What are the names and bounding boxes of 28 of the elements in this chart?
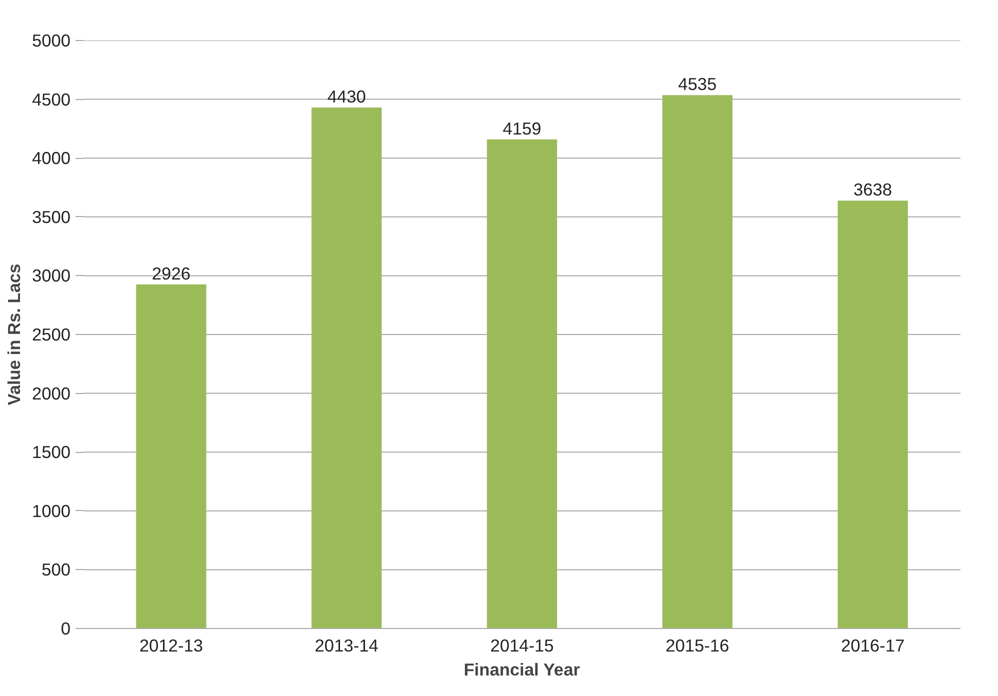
bar — [838, 200, 908, 628]
x-axis-title: Financial Year — [464, 660, 580, 680]
x-tick-label: 2016-17 — [841, 636, 905, 656]
bar — [136, 284, 206, 628]
y-tick-label: 3000 — [32, 266, 71, 286]
data-label: 2926 — [152, 263, 190, 284]
y-axis-title: Value in Rs. Lacs — [4, 264, 24, 406]
data-label: 3638 — [854, 180, 892, 200]
data-label: 4159 — [502, 118, 542, 138]
y-tick-label: 4000 — [32, 148, 71, 168]
y-tick-label: 500 — [42, 560, 71, 580]
bar — [662, 95, 732, 628]
y-tick-label: 2500 — [32, 324, 71, 344]
y-tick-label: 3500 — [32, 206, 71, 227]
x-tick-label: 2012-13 — [139, 636, 203, 656]
y-tick-label: 1000 — [32, 500, 71, 521]
x-tick-label: 2014-15 — [490, 636, 554, 656]
y-tick-label: 5000 — [32, 30, 71, 50]
bar — [486, 139, 558, 628]
data-label: 4535 — [678, 74, 717, 94]
y-tick-label: 0 — [60, 618, 71, 638]
x-tick-label: 2015-16 — [666, 636, 730, 656]
data-label: 4430 — [327, 86, 366, 107]
x-tick-label: 2013-14 — [314, 636, 379, 656]
bar — [312, 108, 382, 628]
y-tick-label: 1500 — [32, 442, 71, 462]
y-tick-label: 4500 — [32, 89, 71, 110]
y-tick-label: 2000 — [32, 383, 71, 404]
